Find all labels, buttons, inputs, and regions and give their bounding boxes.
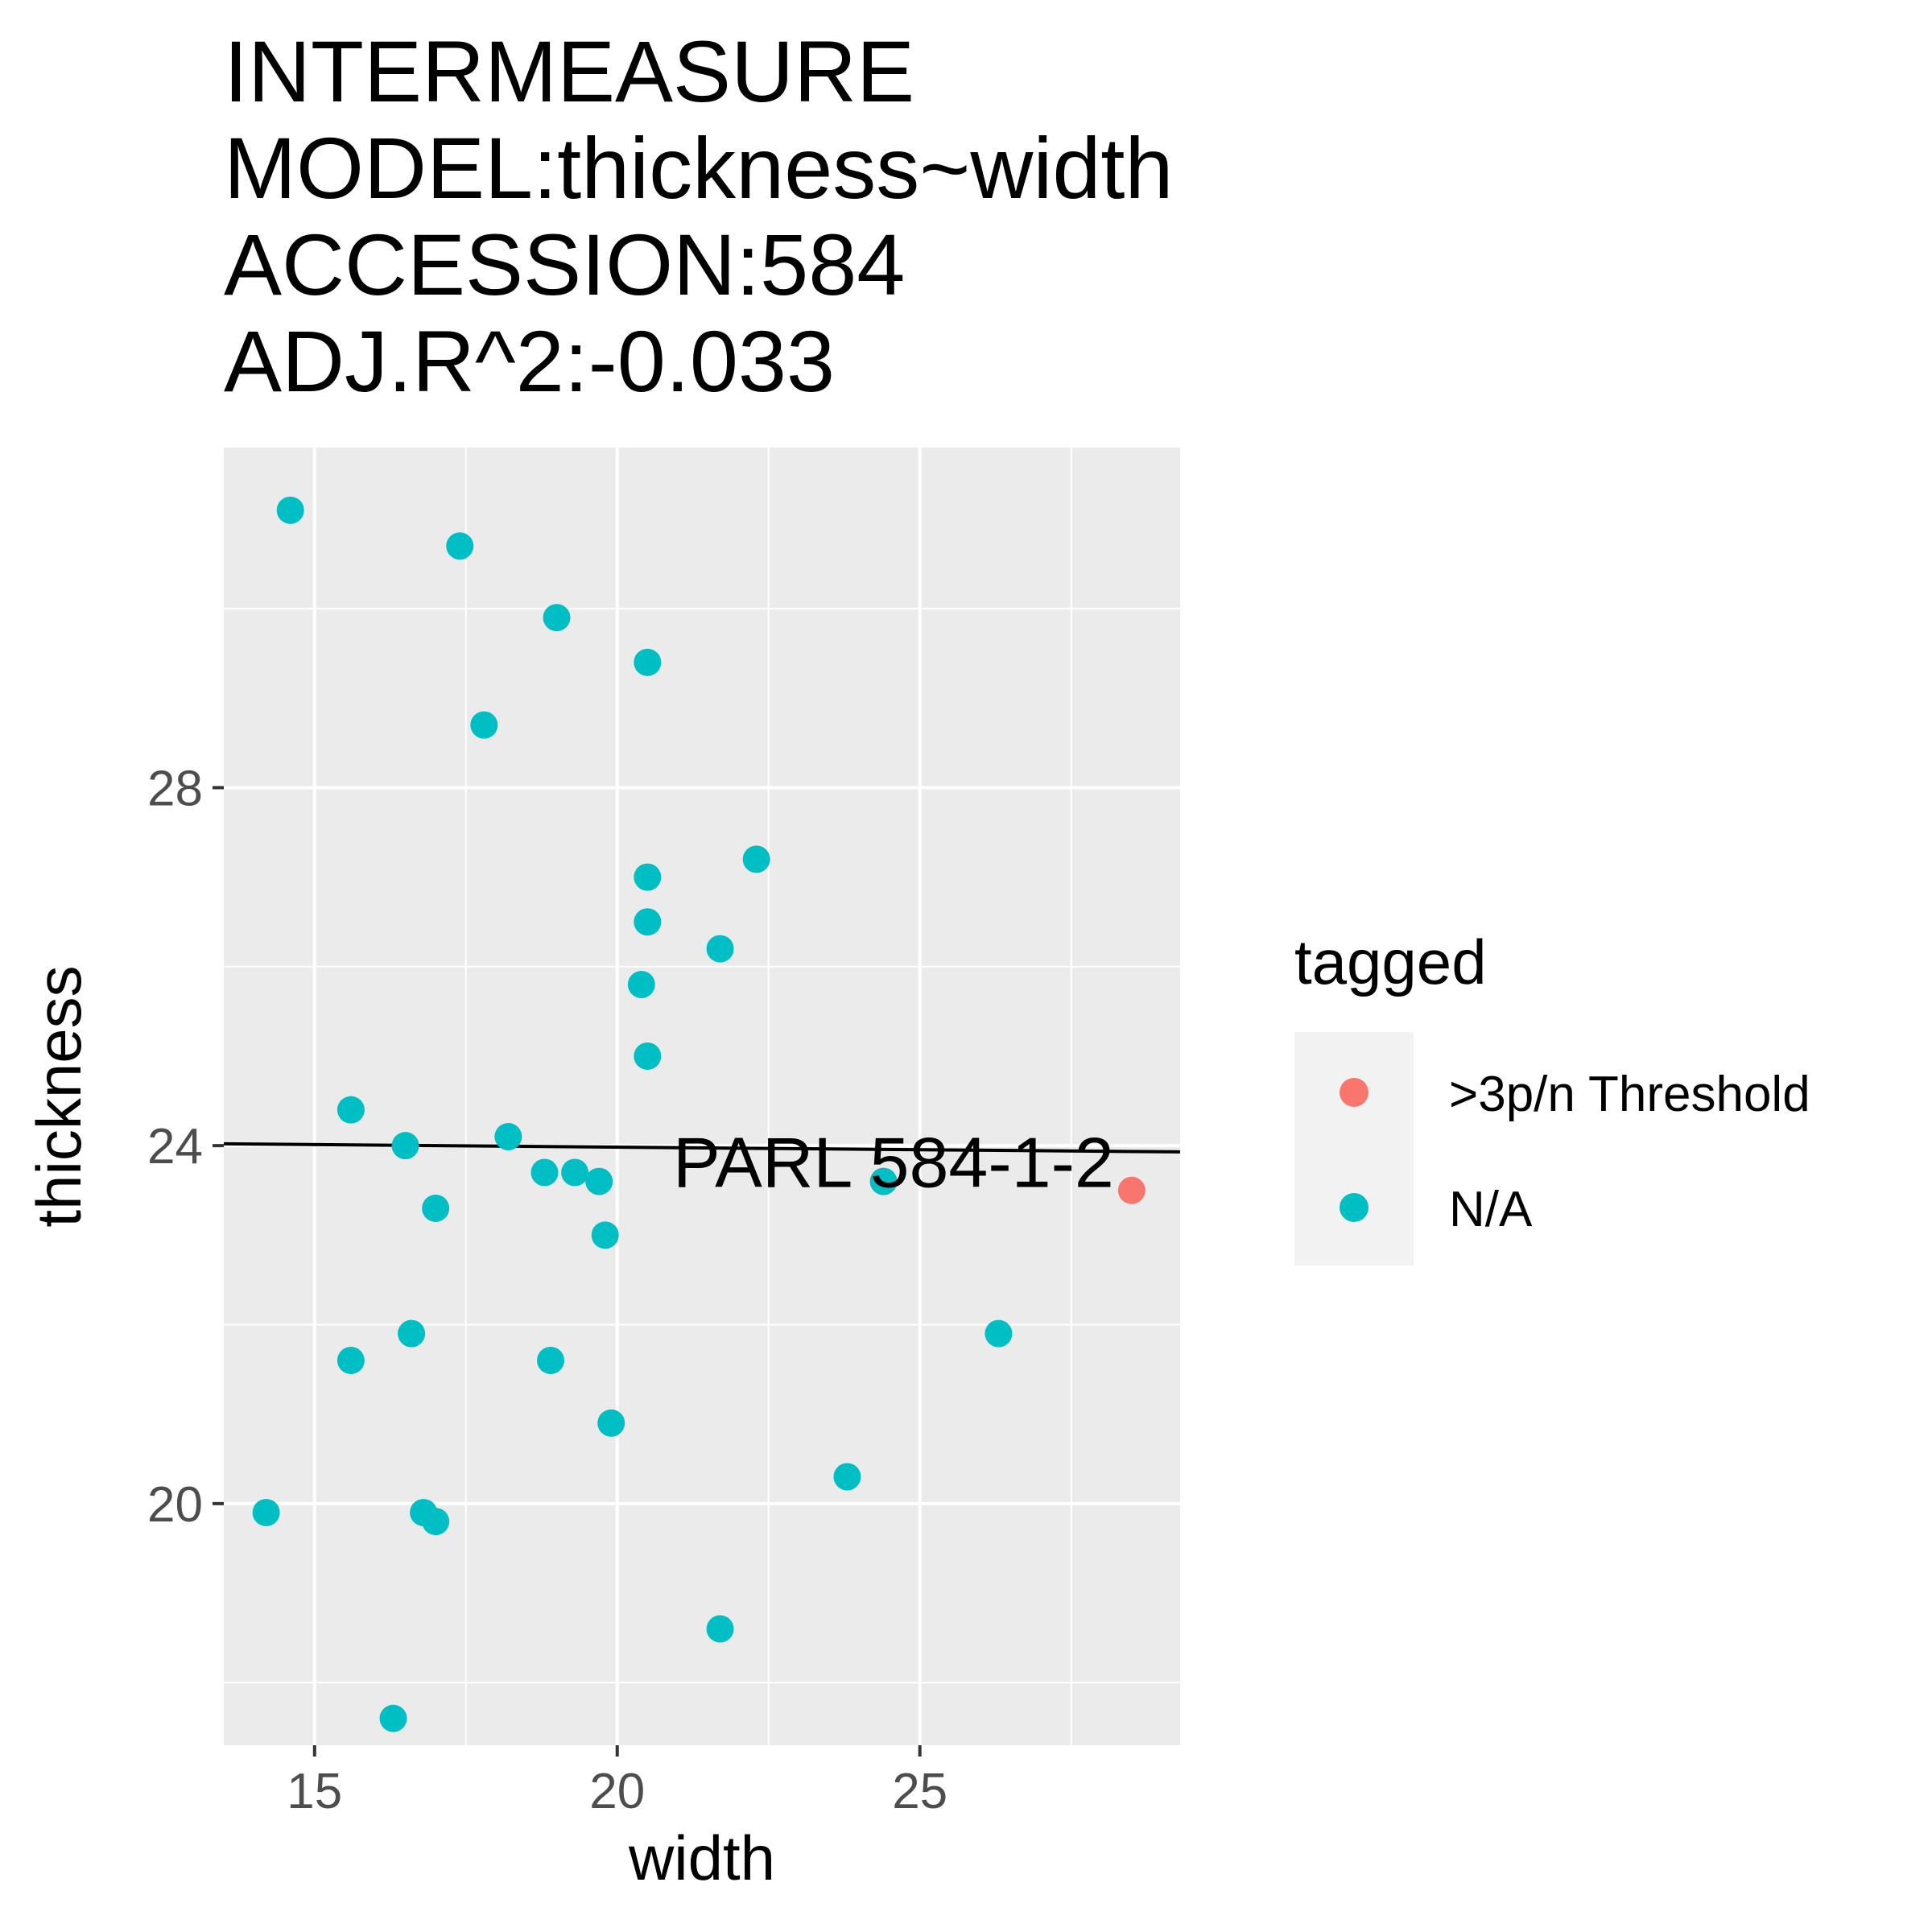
data-point-na	[597, 1409, 625, 1437]
fit-line-layer	[223, 1141, 1181, 1154]
data-point-na	[591, 1221, 619, 1249]
data-point-na	[869, 1167, 898, 1195]
data-point-na	[422, 1508, 450, 1536]
data-point-na	[634, 863, 662, 891]
x-tick-label: 15	[287, 1764, 342, 1819]
legend-key-bg	[1294, 1032, 1414, 1265]
title-line-3: ACCESSION:584	[224, 216, 905, 313]
legend-label-na: N/A	[1449, 1182, 1533, 1237]
x-axis-title: width	[628, 1823, 775, 1893]
legend-label-threshold: >3p/n Threshold	[1449, 1067, 1810, 1122]
title-line-2: MODEL:thickness~width	[224, 119, 1173, 217]
data-point-na	[276, 496, 304, 524]
regression-line	[223, 1141, 1181, 1154]
x-tick-label: 25	[892, 1764, 947, 1819]
y-tick-label: 24	[147, 1119, 203, 1174]
data-point-na	[742, 845, 770, 873]
data-point-na	[470, 711, 498, 739]
data-point-na	[634, 648, 662, 676]
data-point-na	[706, 1615, 734, 1643]
data-point-na	[585, 1167, 613, 1195]
data-point-na	[494, 1123, 522, 1151]
data-point-na	[627, 971, 655, 999]
legend: tagged >3p/n Threshold N/A	[1294, 927, 1810, 1265]
data-point-na	[634, 1042, 662, 1070]
y-tick-label: 28	[147, 761, 203, 816]
legend-key-na	[1340, 1193, 1368, 1222]
data-point-na	[398, 1319, 426, 1348]
data-point-na	[336, 1346, 365, 1374]
title-line-4: ADJ.R^2:-0.033	[224, 312, 835, 410]
legend-key-threshold	[1340, 1078, 1368, 1107]
data-point-na	[543, 604, 571, 632]
data-point-na	[985, 1319, 1013, 1348]
legend-title: tagged	[1294, 927, 1487, 997]
data-point-na	[530, 1158, 559, 1187]
annotations: PARL 584-1-2	[673, 1123, 1114, 1203]
point-annotation: PARL 584-1-2	[673, 1123, 1114, 1203]
plot-panel	[224, 448, 1180, 1745]
data-point-na	[634, 908, 662, 936]
data-point-na	[391, 1132, 419, 1160]
data-point-threshold	[1117, 1176, 1146, 1204]
y-axis-title: thickness	[23, 965, 94, 1227]
axes: 15 20 25 20 24 28	[147, 761, 947, 1819]
data-point-na	[336, 1096, 365, 1124]
data-point-na	[252, 1498, 280, 1526]
data-point-na	[422, 1194, 450, 1222]
data-point-na	[446, 532, 474, 560]
chart-title: INTERMEASURE MODEL:thickness~width ACCES…	[224, 23, 1173, 410]
y-tick-label: 20	[147, 1477, 203, 1533]
data-points	[252, 496, 1146, 1732]
data-point-na	[537, 1346, 565, 1374]
data-point-na	[706, 935, 734, 963]
title-line-1: INTERMEASURE	[224, 23, 914, 120]
x-tick-label: 20	[589, 1764, 645, 1819]
data-point-na	[833, 1463, 861, 1491]
data-point-na	[379, 1704, 407, 1732]
data-point-na	[561, 1158, 589, 1187]
